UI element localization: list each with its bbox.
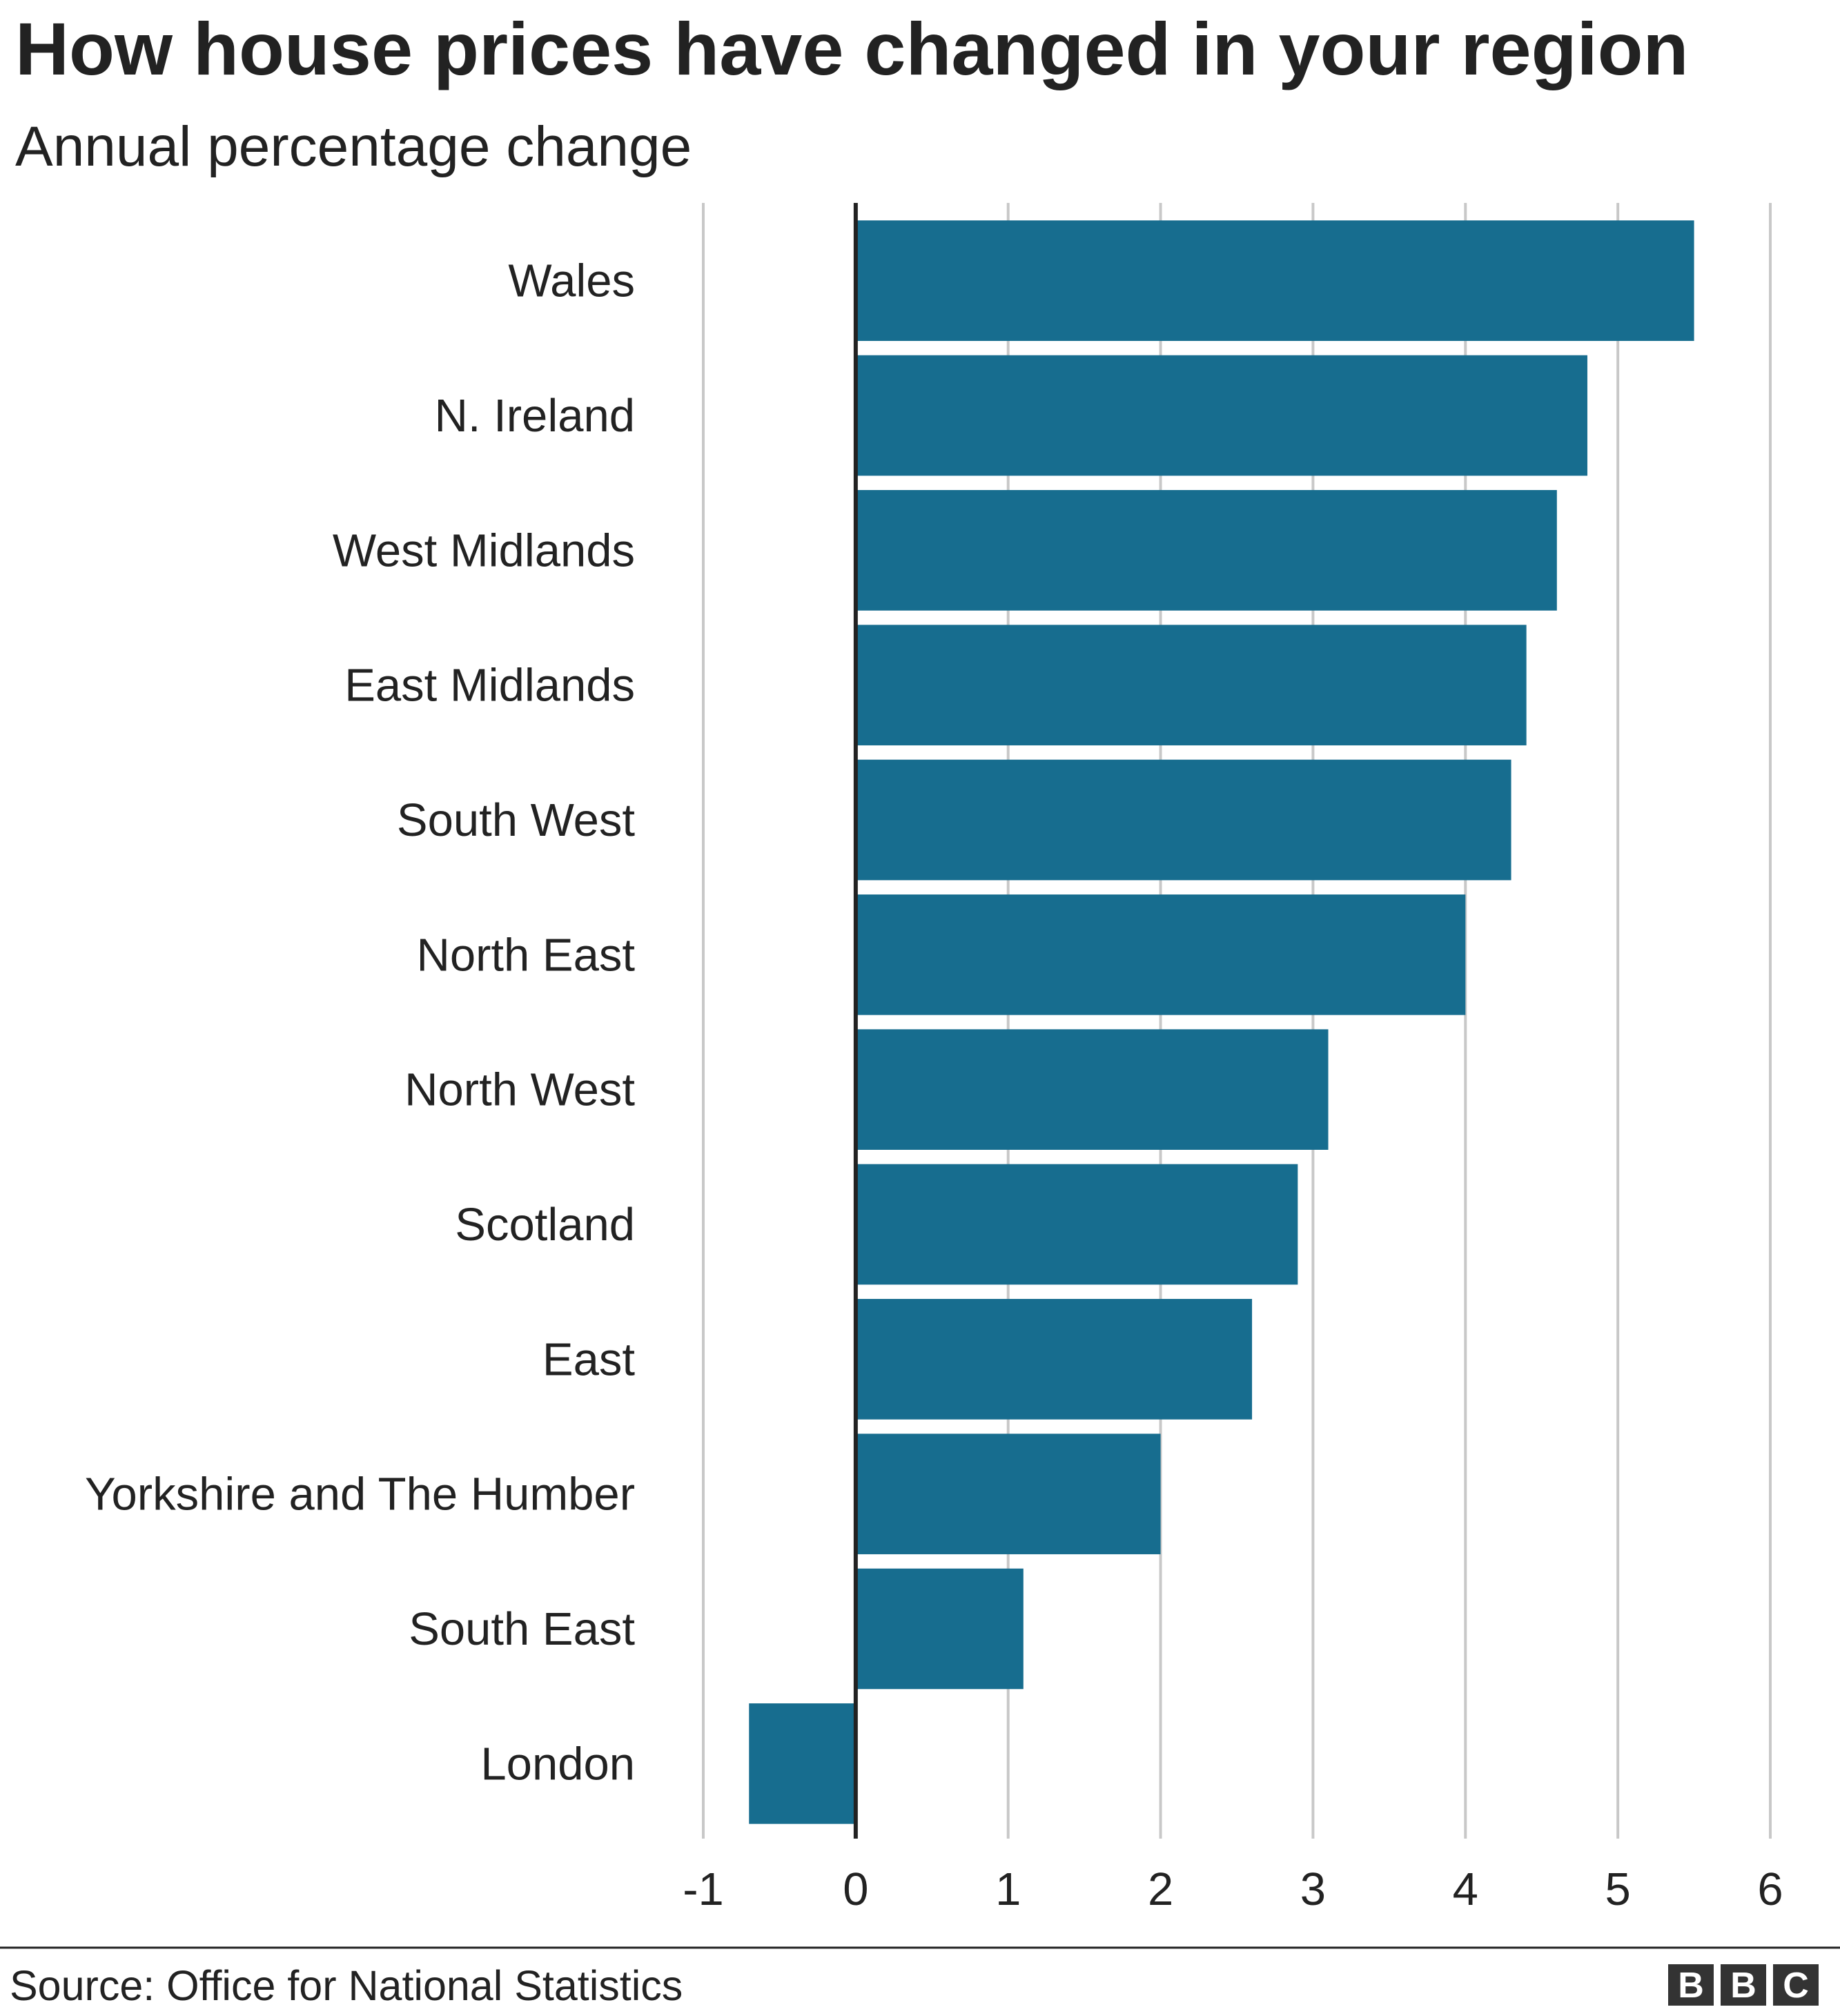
- x-tick-label: 4: [1453, 1863, 1478, 1915]
- bar: [855, 894, 1466, 1015]
- bar: [855, 1299, 1253, 1420]
- bar: [855, 625, 1527, 745]
- y-tick-label: South West: [397, 794, 635, 846]
- y-tick-label: East Midlands: [344, 660, 635, 712]
- x-tick-label: 5: [1605, 1863, 1631, 1915]
- bar: [855, 355, 1587, 476]
- bar: [749, 1703, 856, 1824]
- x-tick-label: 2: [1148, 1863, 1173, 1915]
- y-tick-label: Scotland: [455, 1199, 635, 1251]
- chart-title: How house prices have changed in your re…: [15, 7, 1689, 90]
- logo-box: [1773, 1964, 1819, 2006]
- logo-box: [1721, 1964, 1766, 2006]
- chart-subtitle: Annual percentage change: [15, 115, 692, 178]
- x-tick-label: -1: [683, 1863, 724, 1915]
- logo-box: [1668, 1964, 1714, 2006]
- bar: [855, 490, 1557, 611]
- bar: [855, 220, 1694, 341]
- y-tick-label: N. Ireland: [435, 390, 635, 442]
- y-tick-label: North West: [404, 1064, 635, 1116]
- y-tick-label: Wales: [508, 255, 635, 307]
- logo-letter: B: [1678, 1966, 1704, 2006]
- x-tick-label: 1: [995, 1863, 1021, 1915]
- logo-letter: C: [1783, 1966, 1809, 2006]
- bar: [855, 1568, 1024, 1690]
- y-tick-label: South East: [409, 1603, 635, 1655]
- x-tick-label: 6: [1757, 1863, 1783, 1915]
- y-tick-label: West Midlands: [333, 525, 635, 576]
- y-tick-label: Yorkshire and The Humber: [85, 1469, 635, 1520]
- bar: [855, 1433, 1161, 1554]
- y-tick-label: East: [542, 1333, 635, 1385]
- x-tick-label: 0: [843, 1863, 868, 1915]
- logo-letter: B: [1730, 1966, 1756, 2006]
- bar: [855, 1164, 1298, 1285]
- x-tick-label: 3: [1300, 1863, 1326, 1915]
- bar: [855, 759, 1511, 881]
- y-tick-label: North East: [416, 929, 635, 981]
- source: Source: Office for National Statistics: [10, 1962, 683, 2009]
- bar: [855, 1029, 1329, 1150]
- y-tick-label: London: [480, 1738, 635, 1790]
